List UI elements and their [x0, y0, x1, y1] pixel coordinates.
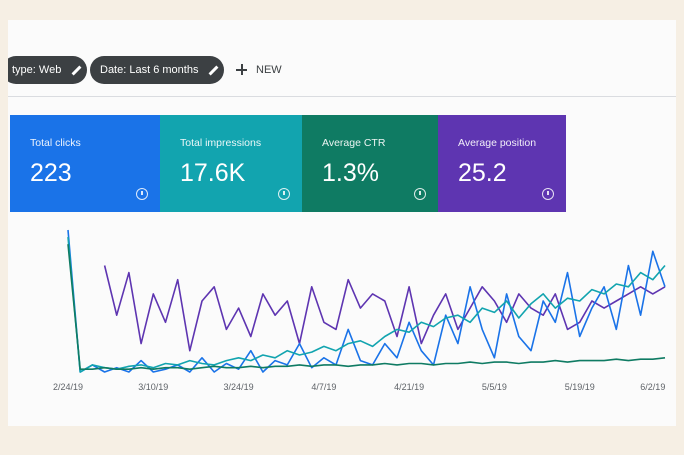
- x-tick-label: 5/5/19: [482, 382, 507, 392]
- chip-label: type: Web: [12, 64, 62, 76]
- series-line: [67, 237, 666, 373]
- help-icon[interactable]: [278, 188, 290, 200]
- metric-label: Total clicks: [30, 137, 81, 149]
- help-icon[interactable]: [136, 188, 148, 200]
- metric-value: 25.2: [458, 159, 507, 187]
- help-icon[interactable]: [542, 188, 554, 200]
- metric-card[interactable]: Average position 25.2: [438, 115, 566, 212]
- divider: [8, 96, 676, 97]
- help-icon[interactable]: [414, 188, 426, 200]
- metric-card[interactable]: Total clicks 223: [10, 115, 160, 212]
- x-tick-label: 5/19/19: [565, 382, 595, 392]
- x-tick-label: 4/7/19: [311, 382, 336, 392]
- chip-label: Date: Last 6 months: [100, 64, 199, 76]
- plus-icon: [241, 64, 243, 75]
- metric-value: 1.3%: [322, 159, 379, 187]
- performance-chart: 2/24/19 3/10/19 3/24/19 4/7/19 4/21/19 5/5/19…: [53, 229, 666, 392]
- metric-label: Average CTR: [322, 137, 386, 149]
- series-line: [67, 244, 666, 370]
- new-filter-button[interactable]: NEW: [234, 56, 282, 84]
- metric-label: Total impressions: [180, 137, 262, 149]
- x-tick-label: 3/24/19: [224, 382, 254, 392]
- metric-value: 223: [30, 159, 72, 187]
- metric-card[interactable]: Total impressions 17.6K: [160, 115, 302, 212]
- date-filter-chip[interactable]: Date: Last 6 months: [90, 56, 225, 84]
- x-tick-label: 3/10/19: [138, 382, 168, 392]
- metric-value: 17.6K: [180, 159, 246, 187]
- metric-label: Average position: [458, 137, 537, 149]
- series-line: [103, 265, 666, 352]
- button-label: NEW: [256, 64, 282, 76]
- screen: type: Web Date: Last 6 months NEW Total …: [8, 20, 676, 426]
- x-tick-label: 6/2/19: [640, 382, 665, 392]
- x-tick-label: 2/24/19: [53, 382, 83, 392]
- metric-card[interactable]: Average CTR 1.3%: [302, 115, 438, 212]
- type-filter-chip[interactable]: type: Web: [8, 56, 88, 84]
- x-tick-label: 4/21/19: [394, 382, 424, 392]
